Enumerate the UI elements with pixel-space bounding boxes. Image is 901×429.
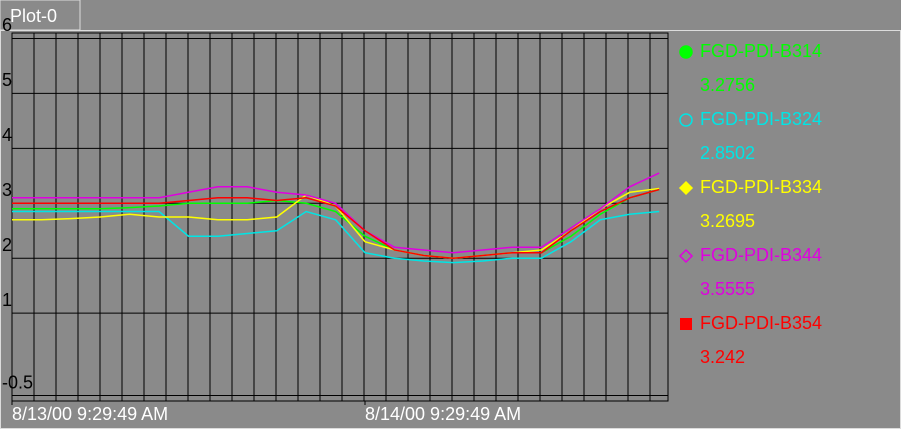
legend-name: FGD-PDI-B344 — [700, 245, 822, 265]
y-tick-label: 3 — [2, 180, 12, 200]
legend-value: 3.242 — [700, 347, 745, 367]
legend-value: 3.5555 — [700, 279, 755, 299]
legend-name: FGD-PDI-B324 — [700, 109, 822, 129]
series-line — [12, 188, 660, 259]
legend-marker — [679, 45, 693, 59]
y-tick-label: 5 — [2, 70, 12, 90]
legend-marker — [678, 248, 694, 264]
x-tick-label: 8/14/00 9:29:49 AM — [365, 404, 521, 424]
legend-name: FGD-PDI-B314 — [700, 41, 822, 61]
chart-title: Plot-0 — [10, 6, 57, 26]
series-line — [12, 210, 660, 264]
legend-marker — [680, 318, 692, 330]
y-tick-label: -0.5 — [2, 372, 33, 392]
tab[interactable] — [0, 0, 81, 31]
y-tick-label: 1 — [2, 290, 12, 310]
legend-marker — [678, 180, 694, 196]
y-tick-label: 6 — [2, 15, 12, 35]
legend-name: FGD-PDI-B354 — [700, 313, 822, 333]
legend-value: 3.2695 — [700, 211, 755, 231]
series-line — [12, 188, 660, 259]
legend-name: FGD-PDI-B334 — [700, 177, 822, 197]
legend-marker — [679, 113, 693, 127]
y-tick-label: 2 — [2, 235, 12, 255]
x-tick-label: 8/13/00 9:29:49 AM — [12, 404, 168, 424]
series-line — [12, 172, 660, 254]
legend-value: 3.2756 — [700, 75, 755, 95]
legend-value: 2.8502 — [700, 143, 755, 163]
plot-area — [11, 32, 669, 402]
y-tick-label: 4 — [2, 125, 12, 145]
